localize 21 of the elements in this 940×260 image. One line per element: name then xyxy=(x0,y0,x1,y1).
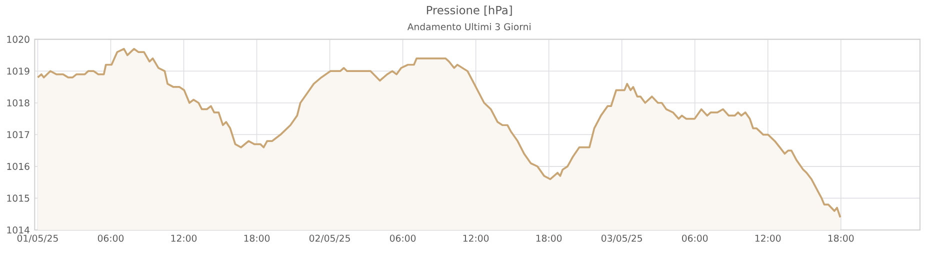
x-tick-label: 12:00 xyxy=(463,234,489,242)
x-tick-label: 12:00 xyxy=(755,234,781,242)
x-tick-label: 12:00 xyxy=(171,234,197,242)
x-tick-label: 18:00 xyxy=(244,234,270,242)
x-tick-label: 06:00 xyxy=(98,234,124,242)
y-tick-label: 1020 xyxy=(7,36,30,43)
x-tick-label: 06:00 xyxy=(682,234,708,242)
y-tick-label: 1014 xyxy=(7,226,30,234)
x-tick-label: 01/05/25 xyxy=(17,234,58,242)
x-tick-label: 06:00 xyxy=(390,234,416,242)
x-tick-label: 18:00 xyxy=(828,234,854,242)
y-tick-label: 1015 xyxy=(7,194,30,202)
x-tick-label: 02/05/25 xyxy=(309,234,350,242)
chart-title: Pressione [hPa] xyxy=(426,6,512,16)
x-tick-label: 18:00 xyxy=(536,234,562,242)
chart-subtitle: Andamento Ultimi 3 Giorni xyxy=(407,23,530,30)
y-tick-label: 1016 xyxy=(7,162,30,170)
y-tick-label: 1018 xyxy=(7,99,30,106)
y-tick-label: 1017 xyxy=(7,131,30,138)
y-tick-label: 1019 xyxy=(7,68,30,75)
x-tick-label: 03/05/25 xyxy=(601,234,642,242)
